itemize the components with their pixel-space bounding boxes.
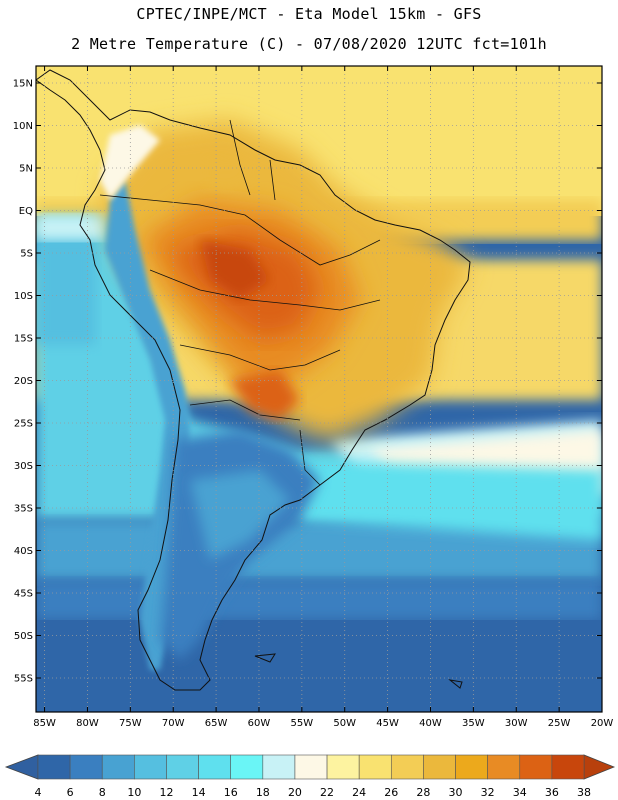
- colorbar: 4 6 8 10 12 14 16 18 20 22 24 26 28 30 32 34 36 38: [4, 754, 616, 799]
- colorbar-segment: [230, 754, 264, 780]
- colorbar-segment: [134, 754, 167, 780]
- colorbar-label: 22: [320, 786, 334, 799]
- lon-tick-label: 25W: [548, 718, 571, 729]
- lon-tick-label: 20W: [591, 718, 614, 729]
- colorbar-label: 28: [416, 786, 430, 799]
- lat-tick-label: 40S: [14, 546, 33, 557]
- colorbar-segment: [166, 754, 199, 780]
- colorbar-label: 12: [159, 786, 173, 799]
- colorbar-segment: [390, 754, 424, 780]
- colorbar-segment: [101, 754, 135, 780]
- colorbar-segment: [294, 754, 328, 780]
- lat-tick-label: 25S: [14, 419, 33, 430]
- colorbar-segment: [455, 754, 488, 780]
- lat-tick-label: 35S: [14, 504, 33, 515]
- chart-subtitle: 2 Metre Temperature (C) - 07/08/2020 12U…: [71, 35, 547, 53]
- colorbar-label: 8: [99, 786, 106, 799]
- lon-tick-label: 85W: [33, 718, 56, 729]
- lat-tick-label: 15N: [13, 79, 33, 90]
- colorbar-over-arrow: [583, 754, 616, 780]
- latitude-axis: 15N 10N 5N EQ 5S 10S 15S 20S 25S 30S 35S 40S 45S 50S 5…: [13, 79, 602, 685]
- lat-tick-label: 10S: [14, 291, 33, 302]
- colorbar-segment: [487, 754, 521, 780]
- colorbar-segment: [358, 754, 392, 780]
- colorbar-under-arrow: [4, 754, 39, 780]
- colorbar-label: 30: [449, 786, 463, 799]
- lon-tick-label: 55W: [291, 718, 314, 729]
- temperature-field: [36, 66, 602, 712]
- lon-tick-label: 75W: [119, 718, 142, 729]
- colorbar-segment: [423, 754, 456, 780]
- land-shading: [100, 120, 470, 670]
- colorbar-label: 34: [513, 786, 527, 799]
- lat-tick-label: 45S: [14, 589, 33, 600]
- lat-tick-label: 30S: [14, 461, 33, 472]
- lat-tick-label: 55S: [14, 674, 33, 685]
- lat-tick-label: 15S: [14, 334, 33, 345]
- colorbar-segment: [262, 754, 296, 780]
- colorbar-label: 16: [224, 786, 238, 799]
- map-frame: [35, 65, 603, 713]
- colorbar-label: 18: [256, 786, 270, 799]
- colorbar-segment: [519, 754, 553, 780]
- colorbar-label: 6: [67, 786, 74, 799]
- lat-tick-label: 5N: [19, 164, 33, 175]
- chart-title: CPTEC/INPE/MCT - Eta Model 15km - GFS: [136, 5, 482, 23]
- colorbar-label: 4: [35, 786, 42, 799]
- lon-tick-label: 80W: [76, 718, 99, 729]
- lat-tick-label: 50S: [14, 631, 33, 642]
- lat-tick-label: 20S: [14, 376, 33, 387]
- colorbar-label: 10: [127, 786, 141, 799]
- colorbar-segment: [326, 754, 360, 780]
- lat-tick-label: 5S: [20, 249, 33, 260]
- longitude-axis: 85W 80W 75W 70W 65W 60W 55W 50W 45W 40W 35W 30W 25W 2…: [33, 66, 613, 729]
- lon-tick-label: 70W: [162, 718, 185, 729]
- colorbar-label: 14: [192, 786, 206, 799]
- colorbar-segment: [198, 754, 232, 780]
- lon-tick-label: 30W: [505, 718, 528, 729]
- lon-tick-label: 65W: [205, 718, 228, 729]
- lat-tick-label: EQ: [19, 206, 33, 217]
- colorbar-label: 26: [384, 786, 398, 799]
- colorbar-label: 20: [288, 786, 302, 799]
- colorbar-label: 38: [577, 786, 591, 799]
- colorbar-label: 32: [481, 786, 495, 799]
- lon-tick-label: 60W: [248, 718, 271, 729]
- colorbar-segment: [69, 754, 103, 780]
- lon-tick-label: 50W: [333, 718, 356, 729]
- lon-tick-label: 40W: [419, 718, 442, 729]
- colorbar-label: 36: [545, 786, 559, 799]
- lon-tick-label: 45W: [376, 718, 399, 729]
- colorbar-segment: [37, 754, 71, 780]
- lon-tick-label: 35W: [462, 718, 485, 729]
- colorbar-segment: [551, 754, 585, 780]
- coastlines: [36, 69, 471, 691]
- lat-tick-label: 10N: [13, 121, 33, 132]
- colorbar-label: 24: [352, 786, 366, 799]
